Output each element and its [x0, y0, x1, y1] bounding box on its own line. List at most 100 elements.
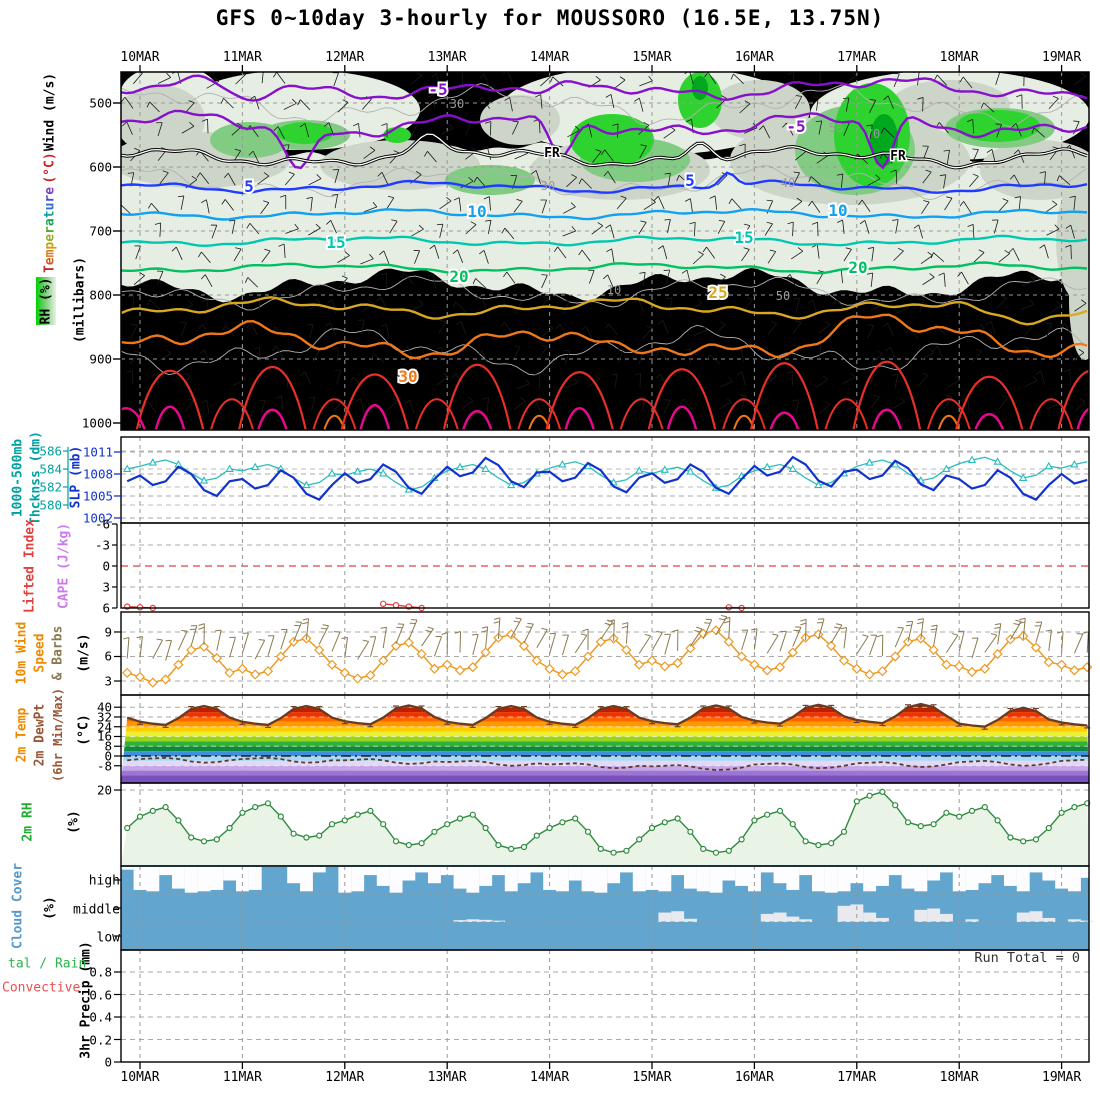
svg-text:20: 20 [449, 267, 468, 286]
date-label: 17MAR [837, 50, 877, 65]
date-label: 12MAR [325, 50, 365, 65]
svg-text:-5: -5 [786, 117, 805, 136]
svg-text:50: 50 [776, 289, 790, 303]
lifted-index-panel [112, 522, 1090, 612]
precip-legend-total: tal / Rain [8, 956, 87, 972]
date-label: 18MAR [939, 1070, 979, 1085]
temperature-axis-label: Temperature [42, 186, 58, 274]
wind-axis-label: Wind (m/s) [42, 72, 58, 152]
thickness-axis-label-2: Thcknss (dm) [28, 431, 44, 525]
tick-label: 1011 [82, 444, 113, 460]
lifted-index-axis-label: Lifted Index [22, 519, 38, 613]
cloud-cover-axis-label: Cloud Cover [10, 862, 26, 950]
tick-label: -6 [94, 516, 110, 532]
svg-text:5: 5 [685, 171, 695, 190]
tick-label: 6 [102, 600, 110, 616]
tick-label: 20 [96, 782, 112, 798]
tick-label: 1008 [82, 466, 113, 482]
tick-label: 0 [102, 558, 110, 574]
date-label: 13MAR [427, 50, 467, 65]
date-label: 16MAR [734, 1070, 774, 1085]
date-axis-top: 10MAR 11MAR 12MAR 13MAR 14MAR 15MAR 16MAR 17MAR… [0, 50, 1100, 66]
tick-label: 0 [104, 748, 112, 764]
date-label: 11MAR [222, 50, 262, 65]
temp2m-unit-label: (°C) [76, 714, 92, 746]
svg-text:70: 70 [866, 127, 880, 141]
date-label: 14MAR [530, 50, 570, 65]
tick-label: 800 [89, 287, 112, 303]
rh2m-panel [114, 782, 1091, 867]
tick-label: 1005 [82, 488, 113, 504]
tick-label: 900 [89, 351, 112, 367]
thickness-axis-label-1: 1000-500mb [10, 438, 26, 518]
slp-axis-label: SLP (mb) [68, 445, 84, 509]
svg-text:30: 30 [541, 179, 555, 193]
slp-thickness-panel [63, 436, 1090, 524]
tick-label: 24 [96, 719, 112, 735]
svg-text:25: 25 [708, 283, 727, 302]
wind10m-panel [114, 611, 1093, 696]
tick-label: 586 [39, 443, 62, 459]
svg-text:FR: FR [890, 149, 906, 164]
date-label: 11MAR [222, 1070, 262, 1085]
tick-label: 580 [39, 497, 62, 513]
tick-label: 6 [104, 648, 112, 664]
cloud-row-middle: middle [73, 902, 120, 918]
cloud-cover-panel [114, 865, 1094, 951]
date-label: 19MAR [1042, 50, 1082, 65]
tick-label: 600 [89, 159, 112, 175]
tick-label: 40 [96, 699, 112, 715]
cloud-row-low: low [96, 930, 120, 946]
tick-label: -3 [94, 537, 110, 553]
svg-text:15: 15 [734, 228, 753, 247]
svg-text:Run Total = 0: Run Total = 0 [974, 950, 1080, 966]
date-label: 15MAR [632, 1070, 672, 1085]
date-label: 16MAR [734, 50, 774, 65]
millibars-axis-label: (millibars) [72, 256, 88, 344]
date-label: 10MAR [120, 50, 160, 65]
temp2m-axis-label: 2m Temp [14, 707, 30, 763]
wind10m-axis-label-1: 10m Wind [14, 621, 30, 685]
date-label: 19MAR [1042, 1070, 1082, 1085]
svg-text:FR: FR [544, 146, 560, 161]
date-axis-bottom: 10MAR 11MAR 12MAR 13MAR 14MAR 15MAR 16MAR 17MAR… [0, 1070, 1100, 1086]
wind10m-axis-label-3: & Barbs [50, 625, 66, 681]
date-label: 15MAR [632, 50, 672, 65]
date-label: 18MAR [939, 50, 979, 65]
tick-label: 8 [104, 738, 112, 754]
dewpt2m-axis-label: 2m DewPt [32, 703, 48, 767]
rh-legend-swatch: RH (%) [36, 277, 56, 325]
tick-label: 0.2 [89, 1032, 112, 1047]
chart-title: GFS 0~10day 3-hourly for MOUSSORO (16.5E… [215, 6, 885, 30]
wind10m-axis-label-2: Speed [32, 633, 48, 673]
date-label: 13MAR [427, 1070, 467, 1085]
tick-label: 1000 [81, 415, 112, 431]
svg-text:40: 40 [781, 176, 795, 190]
svg-text:30: 30 [450, 97, 464, 111]
tick-label: 16 [96, 728, 112, 744]
cape-axis-label: CAPE (J/kg) [56, 522, 72, 610]
tick-label: -8 [96, 758, 112, 774]
svg-text:10: 10 [607, 283, 621, 297]
tick-label: 3 [104, 673, 112, 689]
tick-label: 582 [39, 479, 62, 495]
wind10m-unit-label: (m/s) [76, 633, 92, 673]
svg-text:10: 10 [467, 202, 486, 221]
svg-text:10: 10 [828, 201, 847, 220]
tick-label: 0.6 [89, 987, 112, 1002]
tick-label: 32 [96, 709, 112, 725]
minmax-axis-label: (6hr Min/Max) [51, 688, 65, 782]
svg-text:5: 5 [244, 177, 254, 196]
date-label: 12MAR [325, 1070, 365, 1085]
tick-label: 500 [89, 95, 112, 111]
rh2m-unit-label: (%) [66, 810, 82, 834]
tick-label: 0 [104, 1054, 112, 1070]
tick-label: 700 [89, 223, 112, 239]
date-label: 14MAR [530, 1070, 570, 1085]
precip-legend-convective: Convective [2, 980, 81, 996]
tick-label: 584 [39, 461, 62, 477]
svg-text:15: 15 [326, 233, 345, 252]
cloud-unit-label: (%) [42, 896, 58, 920]
tick-label: 0.8 [89, 964, 112, 980]
